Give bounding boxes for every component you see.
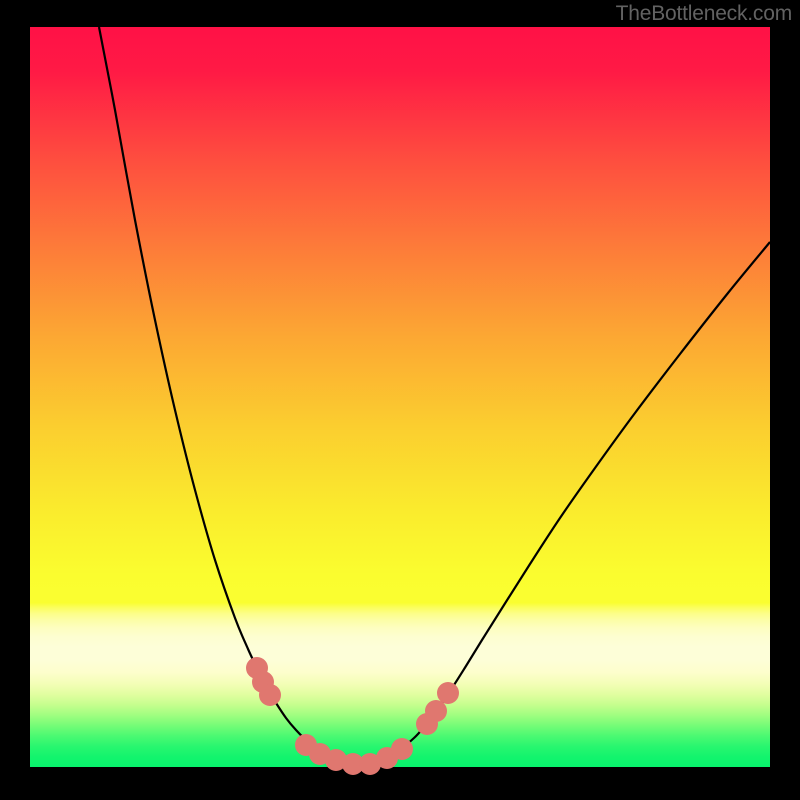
marker-dot	[437, 682, 459, 704]
marker-dot	[425, 700, 447, 722]
bottleneck-chart	[0, 0, 800, 800]
plot-background	[30, 27, 770, 767]
marker-dot	[391, 738, 413, 760]
marker-dot	[259, 684, 281, 706]
watermark-text: TheBottleneck.com	[616, 2, 792, 26]
